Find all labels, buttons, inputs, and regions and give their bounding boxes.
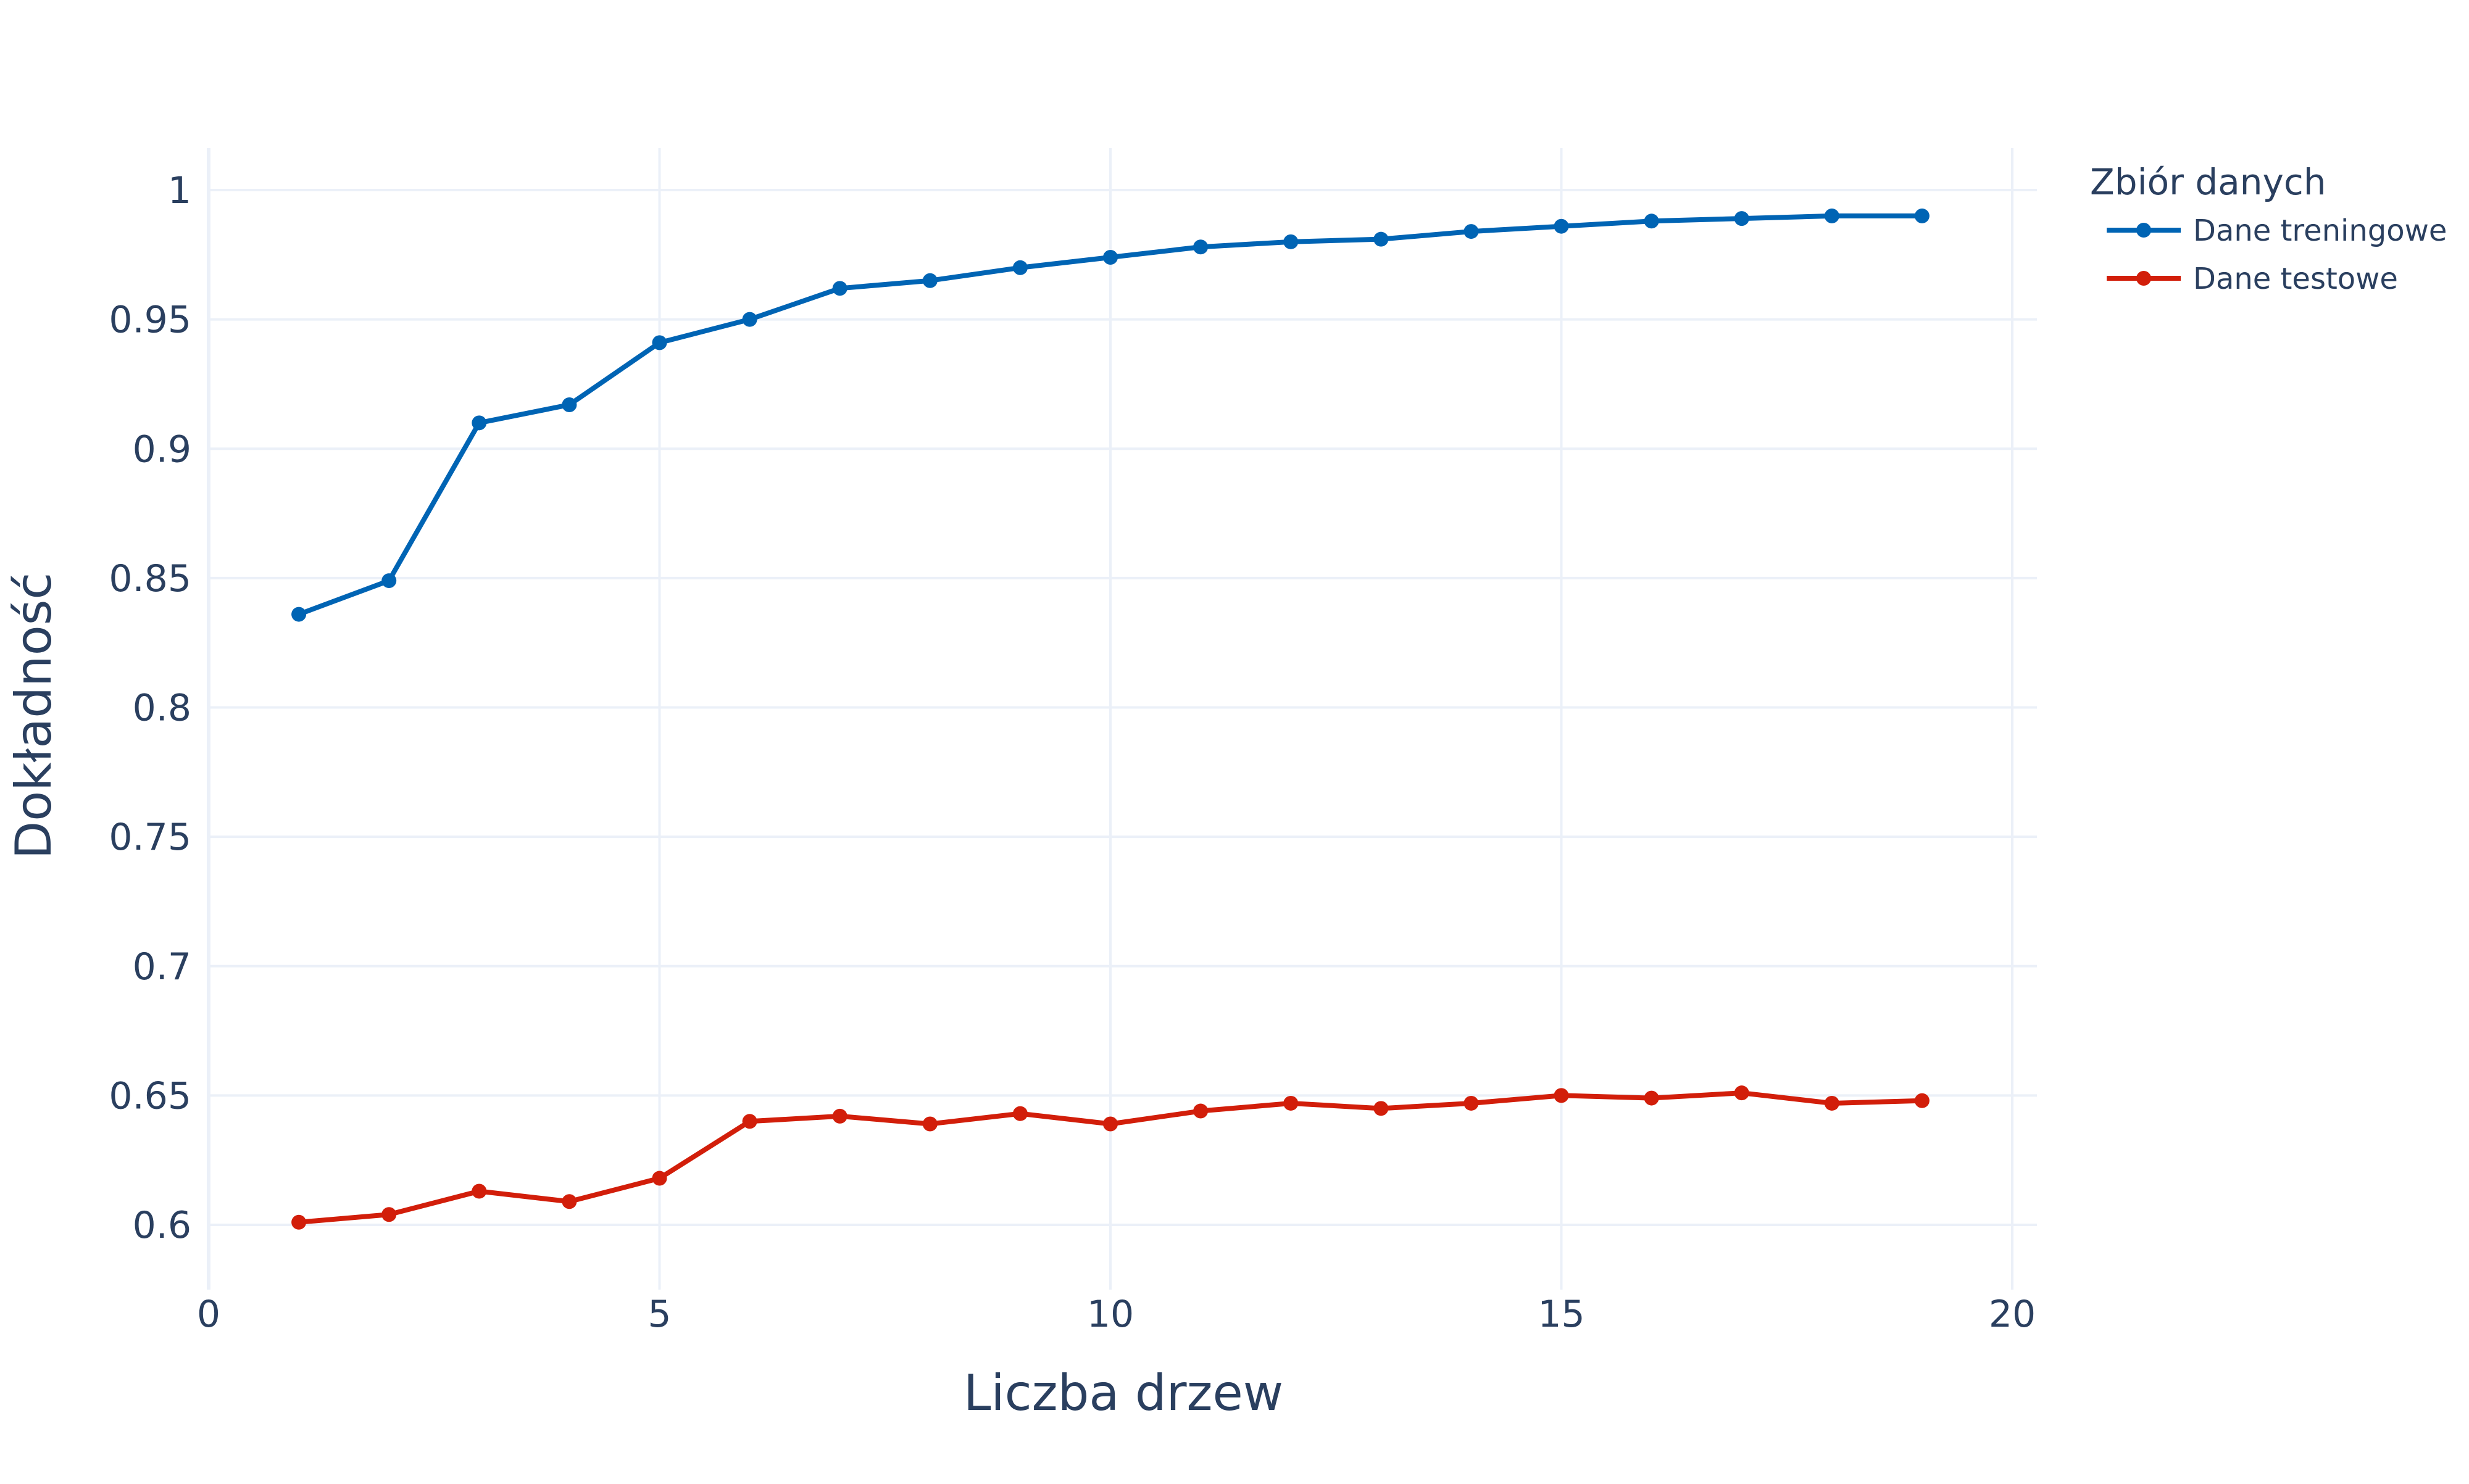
- x-tick-label: 0: [197, 1293, 220, 1336]
- data-point: [1193, 239, 1209, 255]
- x-tick-label: 15: [1538, 1293, 1584, 1336]
- data-point: [1373, 1101, 1389, 1116]
- data-point: [742, 1114, 757, 1129]
- data-point: [652, 1171, 667, 1186]
- data-point: [1373, 231, 1389, 247]
- legend-item-2[interactable]: Dane testowe: [2107, 262, 2398, 296]
- legend-item-1[interactable]: Dane treningowe: [2107, 213, 2447, 248]
- data-point: [291, 607, 307, 622]
- data-point: [472, 415, 487, 431]
- data-point: [381, 573, 397, 589]
- x-tick-label: 5: [647, 1293, 671, 1336]
- data-point: [1824, 1095, 1839, 1111]
- data-point: [1644, 213, 1659, 229]
- y-tick-label: 0.65: [109, 1074, 191, 1117]
- legend-title: Zbiór danych: [2090, 161, 2326, 203]
- data-point: [1824, 208, 1839, 223]
- data-point: [922, 273, 938, 288]
- x-axis-title: Liczba drzew: [964, 1364, 1283, 1422]
- data-point: [652, 335, 667, 350]
- data-point: [922, 1116, 938, 1132]
- x-tick-label: 20: [1989, 1293, 2036, 1336]
- data-point: [1734, 1085, 1749, 1101]
- data-point: [832, 281, 847, 296]
- data-point: [1012, 1106, 1028, 1121]
- data-point: [742, 312, 757, 327]
- data-point: [1463, 1095, 1479, 1111]
- y-tick-label: 0.6: [133, 1204, 191, 1247]
- legend-swatch-marker: [2136, 271, 2151, 286]
- data-point: [1914, 208, 1930, 223]
- series-layer: [291, 208, 1930, 1230]
- x-tick-label: 10: [1087, 1293, 1134, 1336]
- data-point: [1734, 211, 1749, 226]
- y-tick-label: 0.8: [133, 687, 191, 730]
- data-point: [1914, 1093, 1930, 1108]
- legend-label: Dane treningowe: [2193, 213, 2447, 248]
- data-point: [562, 397, 577, 412]
- data-point: [832, 1108, 847, 1124]
- data-point: [291, 1214, 307, 1230]
- legend-swatch-marker: [2136, 223, 2151, 238]
- legend[interactable]: Zbiór danych Dane treningowe Dane testowe: [2090, 161, 2447, 296]
- y-tick-label: 1: [168, 169, 191, 212]
- data-point: [1103, 250, 1118, 265]
- data-point: [1283, 1095, 1299, 1111]
- data-point: [562, 1194, 577, 1209]
- data-point: [1283, 234, 1299, 249]
- data-point: [1463, 224, 1479, 239]
- legend-label: Dane testowe: [2193, 262, 2398, 296]
- grid-layer: [207, 148, 2037, 1290]
- data-point: [1193, 1103, 1209, 1119]
- data-point: [1103, 1116, 1118, 1132]
- y-tick-label: 0.7: [133, 945, 191, 989]
- data-point: [472, 1183, 487, 1199]
- y-tick-label: 0.95: [109, 299, 191, 342]
- data-point: [1644, 1090, 1659, 1106]
- data-point: [381, 1207, 397, 1222]
- data-point: [1012, 260, 1028, 275]
- y-axis-title: Dokładność: [5, 573, 62, 860]
- data-point: [1554, 1088, 1569, 1103]
- y-tick-label: 0.9: [133, 428, 191, 471]
- y-tick-label: 0.75: [109, 816, 191, 859]
- y-tick-label: 0.85: [109, 557, 191, 600]
- data-point: [1554, 218, 1569, 234]
